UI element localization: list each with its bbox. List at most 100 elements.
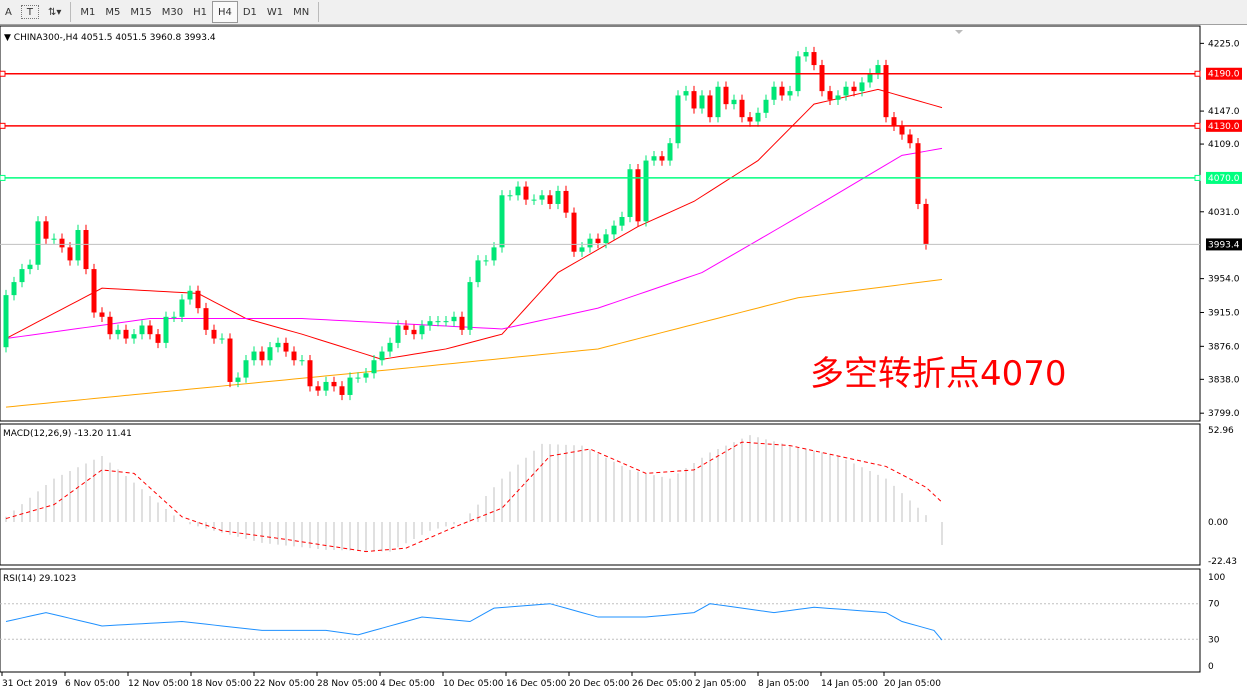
candle [819, 65, 825, 92]
candle [571, 212, 577, 252]
timeframe-h4[interactable]: H4 [211, 1, 238, 23]
candle [531, 199, 537, 201]
candle [443, 321, 449, 323]
candle [363, 373, 369, 378]
candle [259, 351, 265, 361]
y-tick-label: 4225.0 [1208, 39, 1240, 49]
moving-average-line [5, 88, 943, 360]
candle [419, 325, 425, 335]
candle [3, 295, 9, 348]
candle [715, 86, 721, 118]
candle [235, 377, 241, 382]
candle [683, 91, 689, 96]
price-level-label: 4070.0 [1208, 174, 1240, 184]
level-handle [1194, 174, 1201, 181]
candle [467, 282, 473, 330]
toolbar: A T ⇅▾ M1 M5 M15 M30 H1 H4 D1 W1 MN [0, 0, 1247, 25]
candle [507, 195, 513, 197]
candle [171, 316, 177, 318]
x-tick-label: 20 Jan 05:00 [884, 679, 941, 689]
text-icon[interactable]: A [5, 6, 12, 18]
level-handle [0, 122, 6, 129]
candle [691, 91, 697, 109]
y-tick-label: 4147.0 [1208, 107, 1240, 117]
x-tick-label: 8 Jan 05:00 [758, 679, 810, 689]
candle [627, 169, 633, 217]
candle [355, 377, 361, 379]
level-handle [0, 70, 6, 77]
candle [731, 99, 737, 105]
y-tick-label: 3876.0 [1208, 342, 1240, 352]
candle [739, 99, 745, 118]
candle [595, 238, 601, 244]
chart-header: ▼ CHINA300-,H4 4051.5 4051.5 3960.8 3993… [4, 33, 216, 43]
candle [451, 316, 457, 322]
current-price-label: 3993.4 [1208, 240, 1240, 250]
candle [603, 234, 609, 244]
x-tick-label: 31 Oct 2019 [2, 679, 58, 689]
candle [107, 316, 113, 335]
candle [459, 316, 465, 330]
candle [827, 91, 833, 100]
timeframe-d1[interactable]: D1 [242, 6, 257, 18]
rsi-y-label: 70 [1208, 600, 1220, 610]
pane-2 [0, 568, 1201, 673]
x-tick-label: 28 Nov 05:00 [317, 679, 378, 689]
candle [379, 351, 385, 361]
x-tick-label: 6 Nov 05:00 [65, 679, 120, 689]
candle [523, 186, 529, 200]
candle [147, 325, 153, 335]
candle [307, 360, 313, 387]
timeframe-h1[interactable]: H1 [193, 6, 207, 18]
macd-header: MACD(12,26,9) -13.20 11.41 [3, 429, 132, 439]
candle [619, 216, 625, 226]
text-label-icon[interactable]: T [20, 5, 39, 19]
candle [699, 95, 705, 109]
candle [227, 338, 233, 382]
timeframe-w1[interactable]: W1 [266, 6, 284, 18]
candle [291, 351, 297, 361]
candle [427, 321, 433, 326]
candle [851, 86, 857, 92]
timeframe-m30[interactable]: M30 [161, 6, 184, 18]
candle [243, 360, 249, 378]
candle [211, 329, 217, 339]
candle [563, 190, 569, 213]
x-tick-label: 10 Dec 05:00 [443, 679, 504, 689]
candle [667, 143, 673, 161]
y-tick-label: 3799.0 [1208, 409, 1240, 419]
x-tick-label: 12 Nov 05:00 [128, 679, 189, 689]
macd-y-label: -22.43 [1208, 557, 1237, 567]
moving-average-line [5, 278, 943, 408]
timeframe-m5[interactable]: M5 [105, 6, 121, 18]
candle [659, 156, 665, 161]
candle [755, 112, 761, 122]
arrows-icon[interactable]: ⇅▾ [47, 6, 62, 18]
y-tick-label: 3915.0 [1208, 308, 1240, 318]
level-handle [1194, 122, 1201, 129]
candle [131, 334, 137, 339]
candle [747, 117, 753, 122]
candle [187, 290, 193, 300]
candle [275, 342, 281, 348]
divider [318, 2, 320, 22]
candle [635, 169, 641, 222]
level-handle [0, 174, 6, 181]
candle [883, 65, 889, 118]
timeframe-m15[interactable]: M15 [130, 6, 152, 18]
x-tick-label: 20 Dec 05:00 [569, 679, 630, 689]
candle [835, 95, 841, 100]
candle [499, 195, 505, 248]
timeframe-m1[interactable]: M1 [80, 6, 96, 18]
candle [579, 247, 585, 252]
x-tick-label: 14 Jan 05:00 [821, 679, 878, 689]
candle [27, 264, 33, 270]
candle [139, 325, 145, 335]
timeframe-mn[interactable]: MN [293, 6, 310, 18]
candle [587, 238, 593, 248]
y-tick-label: 3838.0 [1208, 375, 1240, 385]
candle [403, 325, 409, 330]
candle [907, 134, 913, 144]
moving-average-line [5, 147, 943, 340]
